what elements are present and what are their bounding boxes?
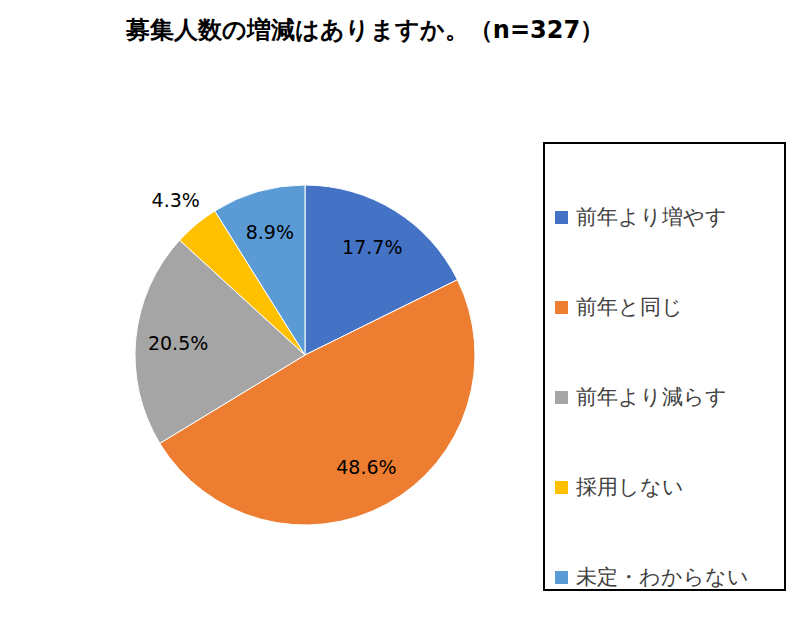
html-text:前年より減らす: 前年より減らす [576,385,727,409]
svg-text:48.6%: 48.6% [336,456,396,478]
html-text:募集人数の増減はありますか。（n=327）: 募集人数の増減はありますか。（n=327） [125,16,605,44]
html-text:採用しない: 採用しない [576,475,684,499]
html-text:前年より増やす: 前年より増やす [576,205,727,229]
svg-text:17.7%: 17.7% [342,236,402,258]
svg-text:8.9%: 8.9% [246,221,294,243]
svg-text:20.5%: 20.5% [148,332,208,354]
html-text:前年と同じ: 前年と同じ [576,295,683,319]
html-text:未定・わからない: 未定・わからない [576,565,749,589]
svg-text:4.3%: 4.3% [152,189,200,211]
